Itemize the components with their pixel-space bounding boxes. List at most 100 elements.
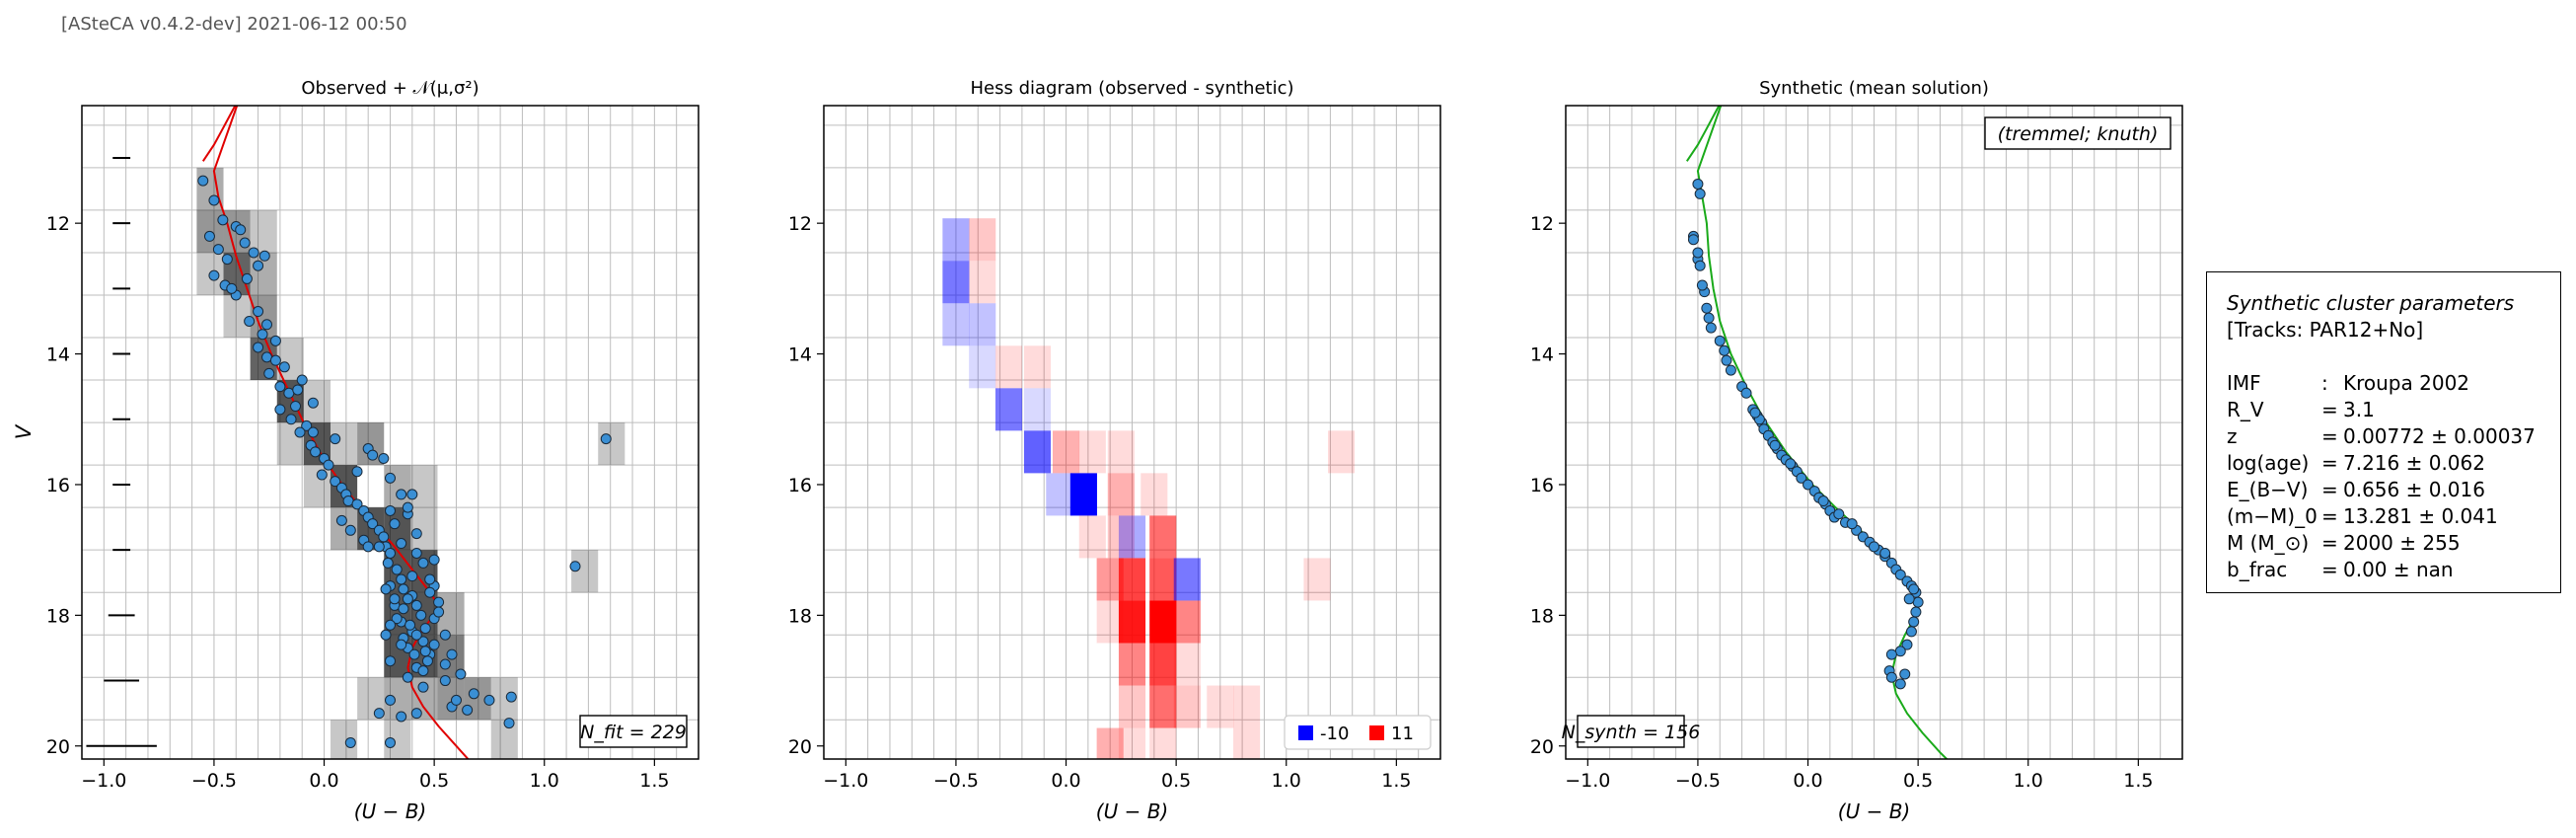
- data-point: [1899, 668, 1911, 680]
- axes-frame: [81, 105, 699, 760]
- hess-cell: [969, 345, 996, 389]
- data-point: [344, 736, 356, 748]
- data-point: [226, 282, 238, 294]
- legend-swatch: [1298, 725, 1313, 740]
- density-cell: [410, 465, 438, 508]
- hess-cell: [1107, 473, 1135, 516]
- count-label: N_fit = 229: [580, 722, 687, 743]
- count-label: N_synth = 156: [1562, 722, 1701, 743]
- data-point: [415, 609, 427, 621]
- data-point: [344, 524, 356, 536]
- x-axis-label: (U − B): [354, 800, 426, 823]
- param-key: z: [2227, 424, 2238, 448]
- data-point: [1817, 495, 1829, 507]
- param-value: 0.656 ± 0.016: [2343, 478, 2485, 501]
- data-point: [408, 648, 420, 660]
- data-point: [433, 596, 445, 608]
- hess-cell: [994, 388, 1023, 431]
- data-points: [1687, 178, 1924, 690]
- data-point: [1910, 606, 1922, 618]
- hess-cell: [942, 261, 970, 304]
- panel-synthetic: −1.0 −0.5 0.0 0.5 1.0 1.5 12 14 16 18 20 Synthetic …: [1530, 78, 2183, 823]
- data-point: [263, 367, 275, 379]
- data-point: [417, 665, 429, 677]
- data-points: [197, 175, 612, 748]
- density-cell: [598, 422, 626, 466]
- data-point: [396, 573, 407, 585]
- hess-cell: [1303, 558, 1331, 601]
- data-point: [1769, 439, 1781, 451]
- data-point: [258, 250, 270, 262]
- data-point: [385, 694, 396, 706]
- hess-cell: [1173, 558, 1201, 601]
- data-point: [1721, 354, 1732, 366]
- x-tick-label: 1.0: [1272, 770, 1301, 792]
- hess-cell: [969, 303, 996, 346]
- data-point: [406, 489, 418, 500]
- data-point: [385, 619, 396, 631]
- data-point: [439, 629, 451, 641]
- param-key: M (M_⊙): [2227, 531, 2310, 555]
- density-cell: [490, 720, 518, 759]
- panel-title: Hess diagram (observed - synthetic): [970, 78, 1293, 99]
- hess-cell: [1078, 515, 1106, 559]
- x-axis-label: (U − B): [1096, 800, 1168, 823]
- data-point: [1846, 518, 1858, 530]
- param-value: 2000 ± 255: [2343, 531, 2461, 555]
- hess-cell: [1173, 643, 1201, 686]
- param-value: 0.00772 ± 0.00037: [2343, 424, 2536, 448]
- data-point: [269, 354, 281, 366]
- hess-cell: [969, 261, 996, 304]
- param-sep: =: [2321, 424, 2338, 448]
- param-key: log(age): [2227, 451, 2310, 475]
- x-tick-label: −0.5: [1675, 770, 1721, 792]
- param-row: z = 0.00772 ± 0.00037: [2227, 423, 2540, 450]
- data-point: [1694, 188, 1706, 199]
- plot-area: [1566, 106, 2182, 759]
- param-value: Kroupa 2002: [2343, 371, 2470, 395]
- data-point: [1908, 583, 1920, 595]
- data-point: [439, 658, 451, 670]
- data-point: [1719, 344, 1730, 356]
- data-point: [600, 433, 612, 445]
- data-point: [367, 449, 379, 461]
- data-point: [1903, 593, 1915, 605]
- panel-hess: −1.0 −0.5 0.0 0.5 1.0 1.5 12 14 16 18 20 Hess diagr…: [788, 78, 1441, 823]
- y-tick-label: 18: [788, 605, 812, 627]
- method-box: [1984, 116, 2171, 150]
- hess-cell: [1327, 430, 1356, 474]
- data-point: [410, 528, 422, 540]
- data-point: [1714, 335, 1726, 346]
- hess-cell: [1078, 430, 1106, 474]
- data-point: [428, 554, 440, 566]
- params-tracks: [Tracks: PAR12+No]: [2227, 318, 2424, 342]
- density-cell: [303, 465, 331, 508]
- x-tick-label: 1.5: [2123, 770, 2153, 792]
- hess-cells: [942, 218, 1356, 759]
- y-tick-label: 14: [1530, 344, 1554, 366]
- param-value: 7.216 ± 0.062: [2343, 451, 2485, 475]
- y-tick-label: 18: [1530, 605, 1554, 627]
- x-tick-label: −1.0: [1565, 770, 1610, 792]
- data-point: [410, 599, 422, 611]
- plot-area: [82, 106, 699, 759]
- axes-frame: [1565, 105, 2183, 760]
- data-point: [410, 547, 422, 559]
- hess-cell: [1118, 515, 1146, 559]
- data-point: [1692, 247, 1704, 259]
- data-point: [292, 384, 304, 396]
- x-tick-label: −0.5: [191, 770, 237, 792]
- data-point: [1796, 472, 1807, 484]
- data-point: [396, 489, 407, 500]
- error-bars: [86, 156, 157, 747]
- data-point: [248, 247, 259, 259]
- data-point: [310, 446, 322, 458]
- data-point: [455, 668, 467, 680]
- x-tick-label: −0.5: [933, 770, 979, 792]
- param-sep: =: [2321, 478, 2338, 501]
- data-point: [1703, 312, 1715, 324]
- data-point: [419, 646, 431, 657]
- data-point: [405, 619, 416, 631]
- y-tick-label: 16: [46, 475, 70, 496]
- data-point: [398, 603, 409, 615]
